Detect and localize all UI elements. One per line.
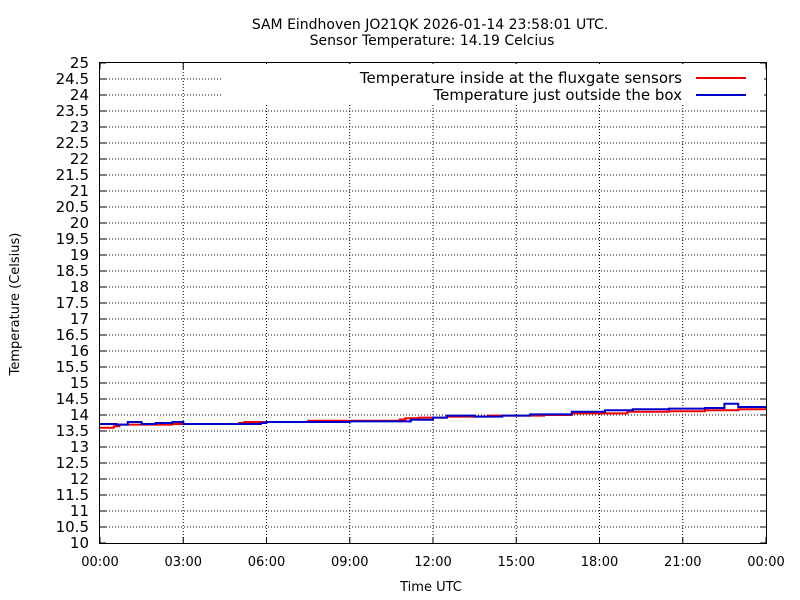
- x-tick-label: 00:00: [81, 555, 118, 570]
- x-tick-label: 06:00: [248, 555, 285, 570]
- y-tick-label: 16: [70, 342, 89, 360]
- x-tick-label: 00:00: [747, 555, 784, 570]
- y-tick-label: 17.5: [56, 294, 89, 312]
- y-tick-label: 21.5: [56, 166, 89, 184]
- y-axis-label: Temperature (Celsius): [8, 233, 23, 377]
- y-tick-label: 23.5: [56, 102, 89, 120]
- series-line-0: [100, 408, 767, 429]
- y-tick-label: 24: [70, 86, 89, 104]
- legend-label-outside: Temperature just outside the box: [433, 86, 683, 104]
- y-tick-label: 13.5: [56, 422, 89, 440]
- y-tick-label: 15.5: [56, 358, 89, 376]
- y-tick-label: 12.5: [56, 454, 89, 472]
- series-line-1: [100, 402, 766, 426]
- x-tick-label: 15:00: [498, 555, 535, 570]
- y-tick-label: 18.5: [56, 262, 89, 280]
- chart-subtitle: Sensor Temperature: 14.19 Celcius: [310, 33, 555, 49]
- y-tick-label: 10.5: [56, 518, 89, 536]
- x-axis-label: Time UTC: [399, 580, 462, 595]
- y-tick-label: 24.5: [56, 70, 89, 88]
- y-tick-label: 11: [70, 502, 89, 520]
- grid-lines: [100, 63, 766, 543]
- y-tick-label: 19: [70, 246, 89, 264]
- x-axis-ticks: 00:00 03:00 06:00 09:00 12:00 15:00 18:00 21:00…: [81, 63, 785, 570]
- y-tick-label: 21: [70, 182, 89, 200]
- x-tick-label: 09:00: [331, 555, 368, 570]
- y-tick-label: 20: [70, 214, 89, 232]
- legend-label-inside: Temperature inside at the fluxgate senso…: [359, 69, 682, 87]
- y-tick-label: 10: [70, 534, 89, 552]
- y-tick-label: 17: [70, 310, 89, 328]
- series-lines: [100, 402, 767, 429]
- y-tick-label: 23: [70, 118, 89, 136]
- legend-background: [222, 64, 764, 104]
- y-tick-label: 12: [70, 470, 89, 488]
- x-tick-label: 12:00: [414, 555, 451, 570]
- y-tick-label: 16.5: [56, 326, 89, 344]
- y-tick-label: 18: [70, 278, 89, 296]
- plot-frame: [99, 62, 767, 544]
- y-tick-label: 22: [70, 150, 89, 168]
- y-tick-label: 11.5: [56, 486, 89, 504]
- y-tick-label: 19.5: [56, 230, 89, 248]
- y-tick-label: 25: [70, 54, 89, 72]
- y-tick-label: 13: [70, 438, 89, 456]
- y-axis-ticks: 1010.51111.51212.51313.51414.51515.51616…: [56, 54, 766, 552]
- legend: Temperature inside at the fluxgate senso…: [359, 69, 746, 104]
- y-tick-label: 20.5: [56, 198, 89, 216]
- x-tick-label: 21:00: [664, 555, 701, 570]
- y-tick-label: 15: [70, 374, 89, 392]
- y-tick-label: 22.5: [56, 134, 89, 152]
- x-tick-label: 18:00: [581, 555, 618, 570]
- x-tick-label: 03:00: [165, 555, 202, 570]
- y-tick-label: 14: [70, 406, 89, 424]
- y-tick-label: 14.5: [56, 390, 89, 408]
- chart-title: SAM Eindhoven JO21QK 2026-01-14 23:58:01…: [252, 17, 608, 33]
